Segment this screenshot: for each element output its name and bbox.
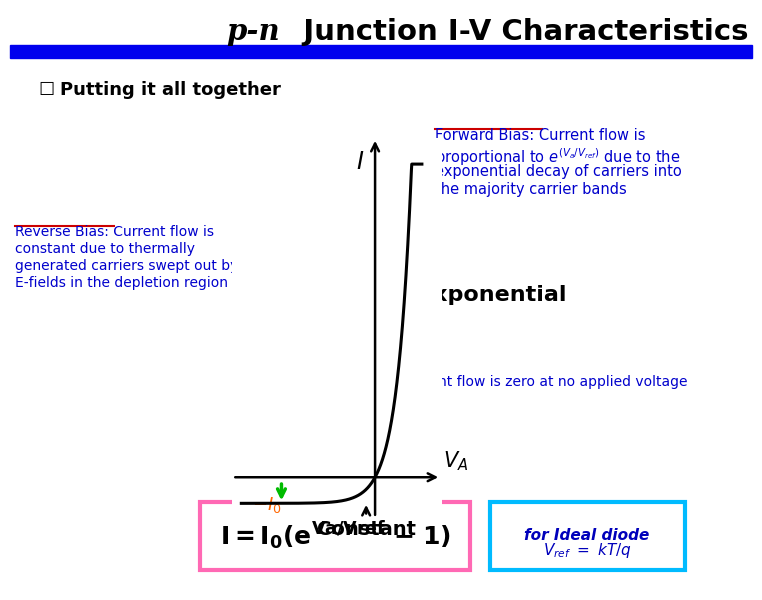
Text: $I$: $I$ — [356, 151, 364, 174]
Text: constant due to thermally: constant due to thermally — [15, 242, 195, 256]
Text: proportional to $e^{(V_a/V_{ref})}$ due to the: proportional to $e^{(V_a/V_{ref})}$ due … — [435, 146, 680, 167]
Text: generated carriers swept out by: generated carriers swept out by — [15, 259, 239, 273]
Text: E-fields in the depletion region: E-fields in the depletion region — [15, 276, 228, 290]
Bar — [200, 502, 470, 570]
Text: Putting it all together: Putting it all together — [60, 81, 281, 99]
Text: Reverse Bias: Current flow is: Reverse Bias: Current flow is — [15, 225, 214, 239]
Text: exponential decay of carriers into: exponential decay of carriers into — [435, 164, 682, 179]
Text: Current flow is zero at no applied voltage: Current flow is zero at no applied volta… — [400, 375, 687, 389]
Bar — [10, 45, 752, 58]
Text: p-n: p-n — [226, 17, 280, 46]
Text: Exponential: Exponential — [418, 285, 566, 305]
Text: Forward Bias: Current flow is: Forward Bias: Current flow is — [435, 128, 645, 143]
Text: Junction I-V Characteristics: Junction I-V Characteristics — [283, 18, 748, 46]
Text: $V_A$: $V_A$ — [443, 450, 468, 473]
Text: the majority carrier bands: the majority carrier bands — [435, 182, 627, 197]
Text: Constant: Constant — [317, 520, 415, 539]
Bar — [490, 502, 685, 570]
Text: $-I_0$: $-I_0$ — [252, 494, 282, 515]
Text: ☐: ☐ — [38, 81, 54, 99]
Text: for Ideal diode: for Ideal diode — [524, 528, 650, 543]
Text: $\mathbf{I{=}I_0(e^{Va/Vref}\ {-}\ 1)}$: $\mathbf{I{=}I_0(e^{Va/Vref}\ {-}\ 1)}$ — [219, 520, 450, 553]
Text: $V_{ref}\ =\ kT/q$: $V_{ref}\ =\ kT/q$ — [543, 541, 631, 559]
